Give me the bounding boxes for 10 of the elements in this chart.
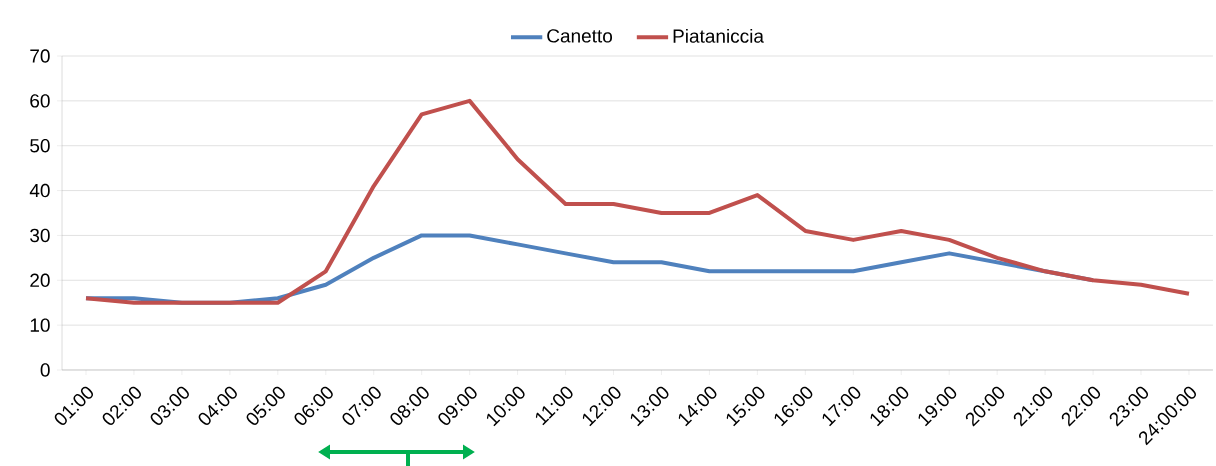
y-tick-label: 30 [30, 228, 50, 243]
y-tick-label: 60 [30, 94, 50, 108]
y-tick-label: 20 [30, 273, 50, 288]
legend-label: Canetto [547, 29, 613, 43]
y-tick-label: 70 [30, 49, 50, 63]
y-tick-label: 50 [30, 138, 50, 153]
y-tick-label: 0 [40, 363, 50, 377]
legend-label: Piataniccia [673, 28, 764, 43]
y-tick-label: 40 [29, 183, 50, 198]
y-tick-label: 10 [30, 318, 50, 332]
